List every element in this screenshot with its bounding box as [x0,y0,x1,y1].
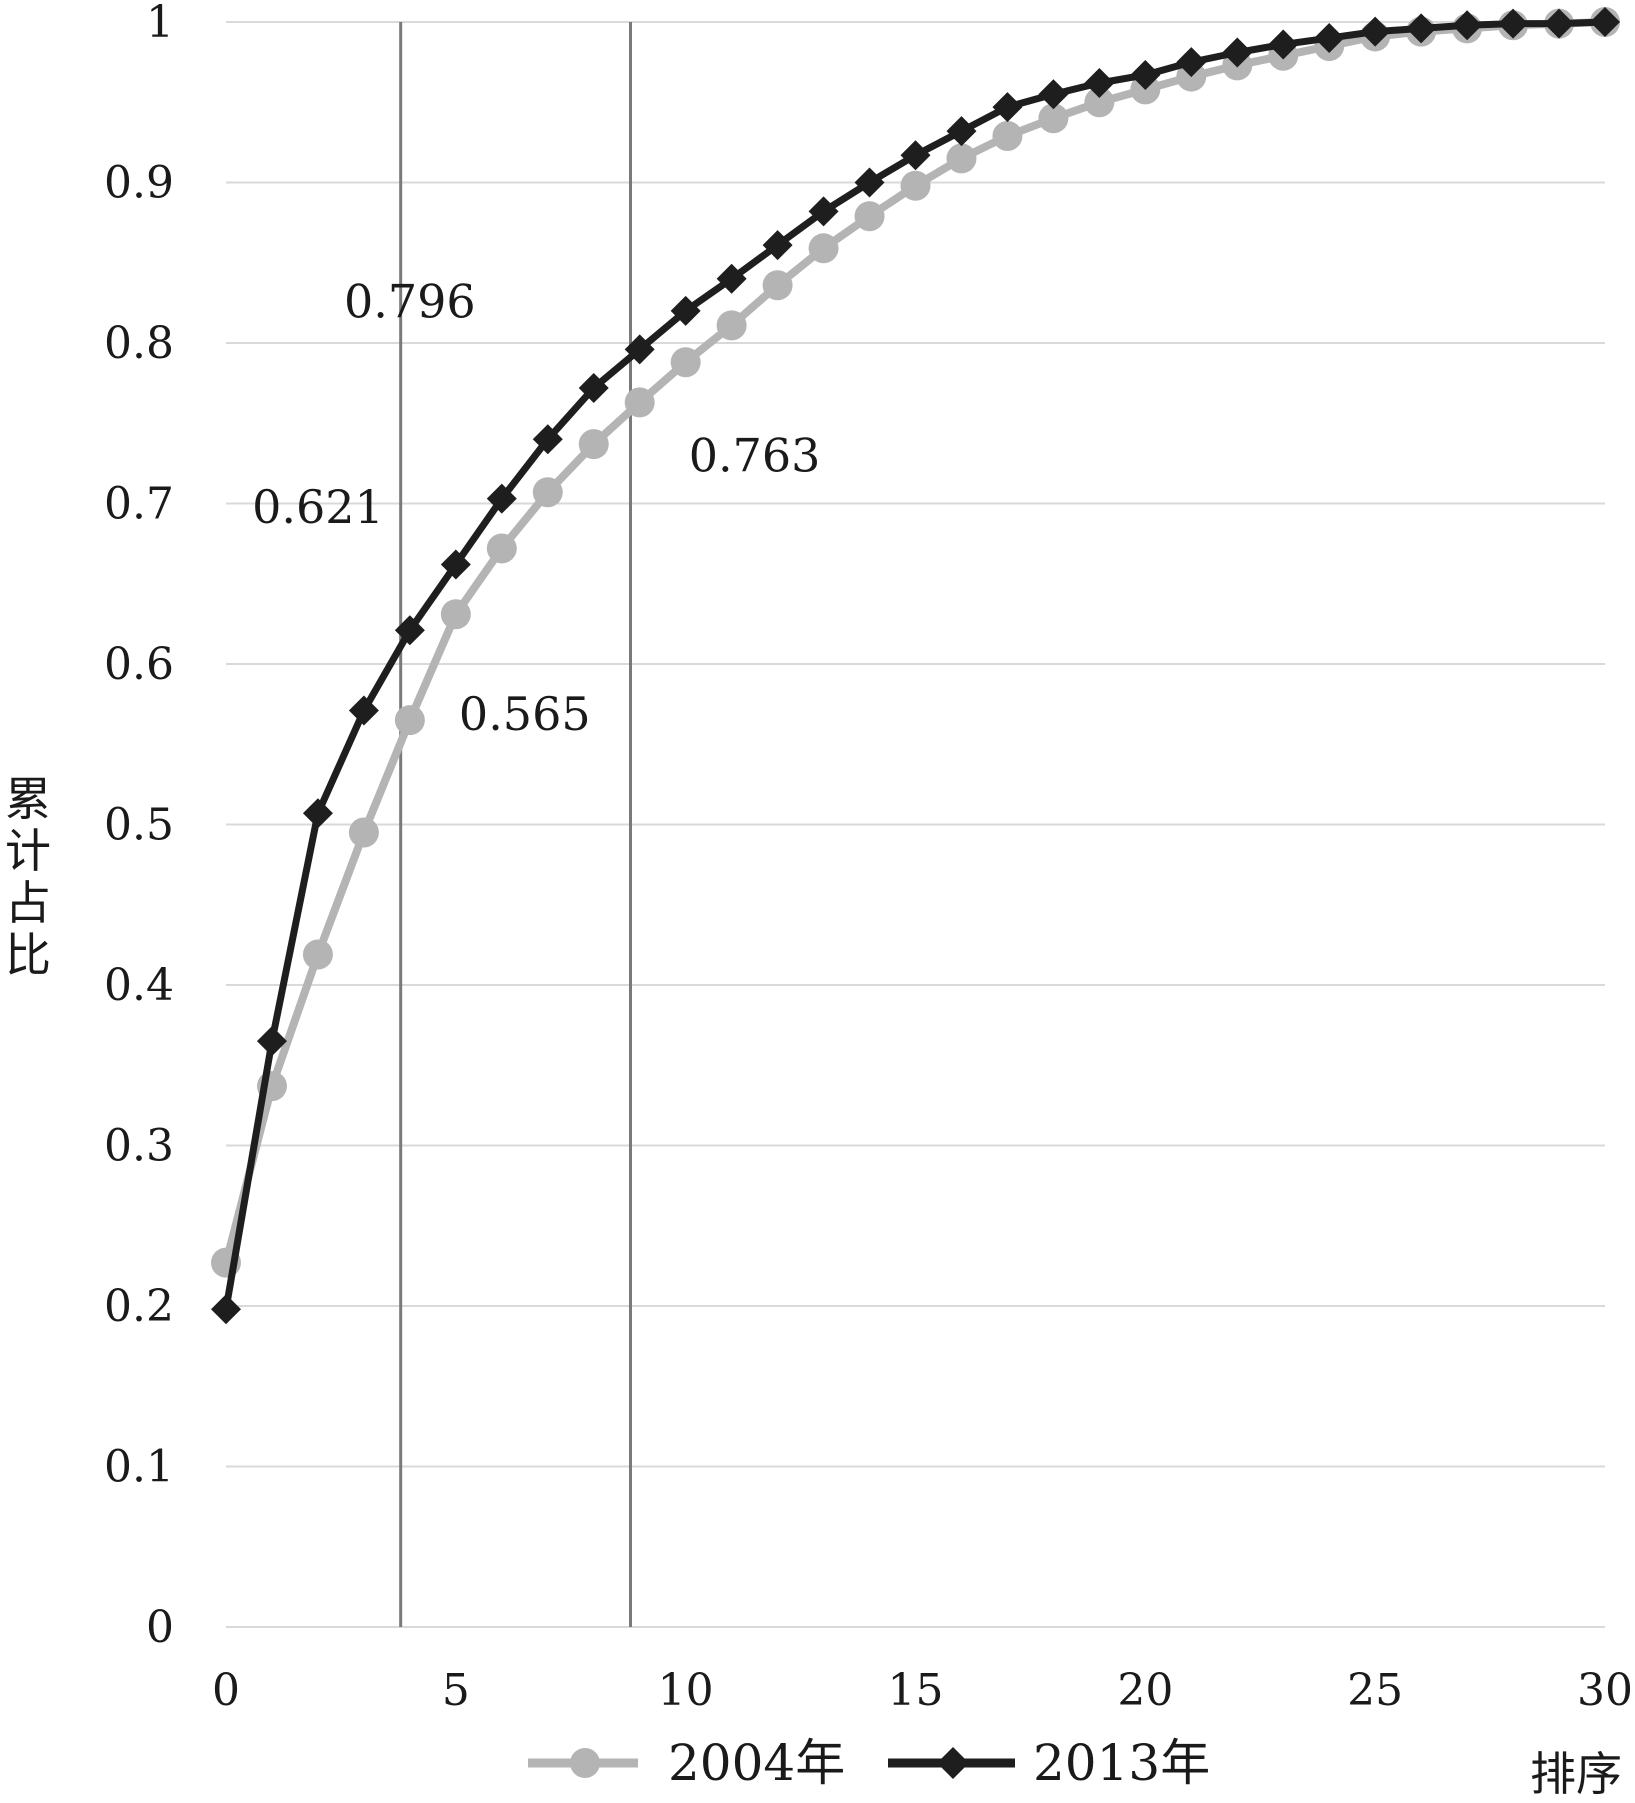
data-point-circle [348,817,379,848]
data-point-diamond [716,263,747,294]
data-point-circle [808,233,839,264]
data-point-circle [394,705,425,736]
data-point-diamond [1084,67,1115,98]
data-point-circle [1084,87,1115,118]
data-point-diamond [1038,79,1069,110]
data-point-circle [992,120,1023,151]
x-tick-label: 10 [658,1665,714,1716]
legend: 2004年 2013年 [528,1734,1210,1792]
data-point-diamond [578,372,609,403]
data-point-diamond [348,695,379,726]
y-axis-title-char: 占 [5,876,51,930]
y-tick-label: 1 [146,0,174,48]
legend-label-2004: 2004年 [668,1734,845,1792]
y-axis-title-char: 累 [5,772,51,826]
data-point-circle [1038,103,1069,134]
data-point-diamond [302,798,333,829]
y-tick-label: 0.9 [104,158,174,209]
x-tick-label: 20 [1117,1665,1173,1716]
data-point-circle [716,310,747,341]
data-point-circle [532,477,563,508]
annotation-label: 0.796 [344,274,476,328]
x-tick-labels: 0 5 10 15 20 25 30 [212,1665,1633,1716]
data-point-diamond [762,230,793,261]
data-point-diamond [1590,7,1620,37]
data-point-diamond [854,167,885,198]
x-tick-label: 15 [888,1665,944,1716]
data-point-circle [578,429,609,460]
y-tick-label: 0.8 [104,318,174,369]
series-line-0 [222,18,1606,1264]
data-series [211,7,1620,1325]
data-point-circle [854,201,885,232]
data-point-diamond [1314,23,1345,54]
y-tick-labels: 0 0.1 0.2 0.3 0.4 0.5 0.6 0.7 0.8 0.9 1 [104,0,174,1653]
data-point-circle [440,599,471,630]
data-point-diamond [624,334,655,365]
data-point-circle [624,387,655,418]
data-point-diamond [440,549,471,580]
data-point-circle [670,347,701,378]
y-tick-label: 0.4 [104,960,174,1011]
annotation-label: 0.763 [689,428,821,482]
legend-circle-marker [570,1748,600,1778]
data-point-circle [900,170,931,201]
x-axis-title: 排序 [1530,1747,1622,1801]
x-tick-label: 0 [212,1665,240,1716]
data-point-diamond [1452,10,1483,41]
data-point-circle [762,270,793,301]
y-axis-title-char: 计 [5,824,51,878]
data-point-diamond [1222,37,1253,68]
data-point-diamond [946,116,977,147]
horizontal-gridlines [226,21,1605,1628]
data-point-diamond [900,140,931,171]
y-tick-label: 0.1 [104,1442,174,1493]
y-tick-label: 0 [146,1602,174,1653]
legend-item-2004: 2004年 [528,1734,845,1792]
y-tick-label: 0.2 [104,1281,174,1332]
x-tick-label: 25 [1347,1665,1403,1716]
y-tick-label: 0.3 [104,1121,174,1172]
annotation-label: 0.565 [459,687,591,741]
data-point-diamond [1176,47,1207,78]
data-point-diamond [486,483,517,514]
y-tick-label: 0.7 [104,479,174,530]
data-point-diamond [532,424,563,455]
data-point-diamond [1130,59,1161,90]
data-point-diamond [1360,16,1391,47]
vertical-reference-lines [399,22,633,1627]
x-tick-label: 30 [1577,1665,1633,1716]
data-point-diamond [1268,29,1299,60]
data-point-diamond [394,615,425,646]
data-point-diamond [256,1026,287,1057]
data-point-diamond [808,196,839,227]
data-point-circle [946,143,977,174]
y-tick-label: 0.6 [104,639,174,690]
y-tick-label: 0.5 [104,800,174,851]
legend-label-2013: 2013年 [1033,1734,1210,1792]
data-point-diamond [670,295,701,326]
y-axis-title-char: 比 [5,928,51,982]
data-annotations: 0.796 0.621 0.565 0.763 [252,274,820,740]
data-point-diamond [211,1294,241,1325]
data-point-diamond [1498,8,1529,39]
data-point-diamond [992,92,1023,123]
legend-diamond-marker [937,1747,969,1779]
legend-item-2013: 2013年 [888,1734,1210,1792]
annotation-label: 0.621 [252,480,384,534]
x-tick-label: 5 [442,1665,470,1716]
data-point-circle [486,533,517,564]
data-point-diamond [1406,13,1437,44]
data-point-circle [302,939,333,970]
data-point-diamond [1544,8,1575,39]
